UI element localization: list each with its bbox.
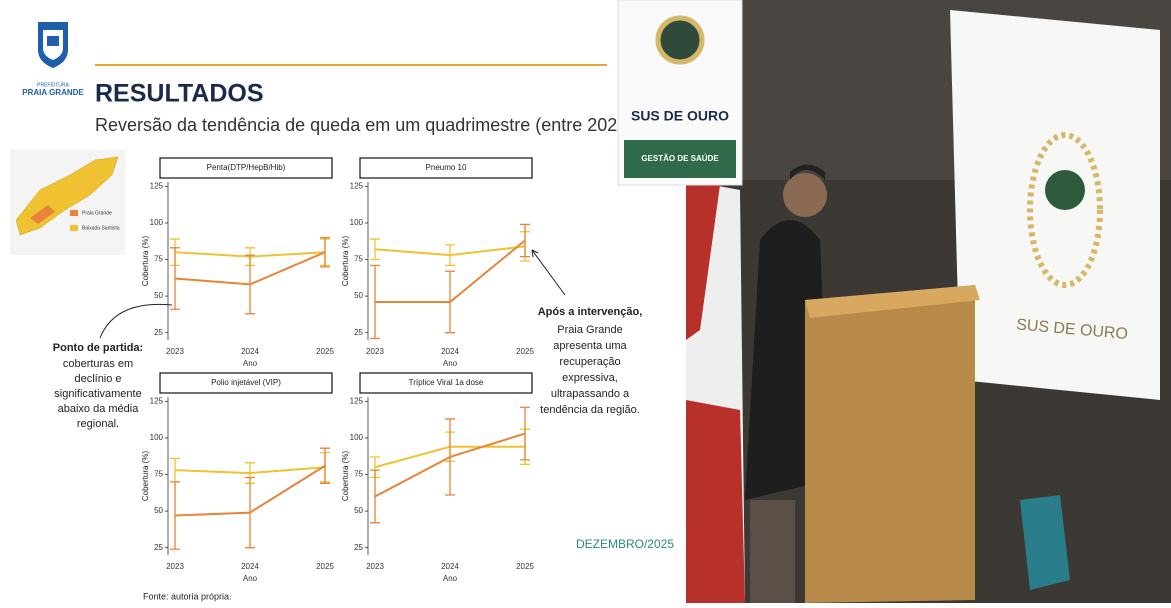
slide [0, 0, 686, 603]
panel-title: Tríplice Viral 1a dose [409, 378, 484, 387]
annotation-line: tendência da região. [540, 404, 640, 416]
x-tick-label: 2025 [516, 562, 534, 571]
strip [359, 372, 533, 394]
y-tick-label: 75 [154, 255, 163, 264]
source: Fonte: autoria própria. [143, 591, 232, 601]
panel-title: Polio injetável (VIP) [211, 378, 281, 387]
error-bar [170, 247, 180, 310]
y-axis-label: Cobertura (%) [141, 451, 150, 502]
y-tick-label: 125 [350, 181, 364, 190]
y-tick-label: 75 [154, 470, 163, 479]
y-tick-label: 50 [354, 506, 363, 515]
y-tick-label: 25 [354, 328, 363, 337]
x-tick-label: 2024 [441, 347, 459, 356]
y-axis-label: Cobertura (%) [341, 236, 350, 287]
x-tick-label: 2023 [366, 347, 384, 356]
series-line [174, 466, 326, 475]
y-axis-label: Cobertura (%) [141, 236, 150, 287]
arrow [99, 303, 173, 339]
x-tick-label: 2024 [441, 562, 459, 571]
logo [38, 22, 68, 68]
panel-title: Pneumo 10 [426, 163, 467, 172]
annotation-line: ultrapassando a [551, 388, 630, 400]
arrow [531, 249, 566, 296]
y-axis-label: Cobertura (%) [341, 451, 350, 502]
legend-swatch [70, 210, 78, 216]
annotation-line: coberturas em [63, 358, 133, 370]
annotation-title: Após a intervenção, [538, 306, 643, 318]
x-axis-label: Ano [243, 359, 258, 368]
title: RESULTADOS [95, 80, 264, 108]
photo [617, 0, 1171, 603]
y-tick-label: 50 [154, 291, 163, 300]
strip [159, 372, 333, 394]
annotation-line: significativamente [54, 388, 141, 400]
legend-label: Baixada Santista [82, 225, 120, 231]
date: DEZEMBRO/2025 [576, 537, 674, 551]
x-axis-label: Ano [443, 574, 458, 583]
error-bar [520, 223, 530, 258]
x-tick-label: 2025 [516, 347, 534, 356]
y-tick-label: 50 [154, 506, 163, 515]
series-line [375, 239, 526, 303]
banner-title: SUS DE OURO [631, 108, 729, 124]
logo-bottom: PRAIA GRANDE [22, 88, 84, 97]
x-axis-label: Ano [443, 359, 458, 368]
annotation-title: Ponto de partida: [53, 342, 143, 354]
banner-footer: GESTÃO DE SAÚDE [641, 154, 719, 163]
legend-swatch [70, 225, 78, 231]
subtitle: Reversão da tendência de queda em um qua… [95, 115, 698, 135]
x-tick-label: 2023 [366, 562, 384, 571]
annotation-line: expressiva, [562, 372, 618, 384]
map [10, 150, 125, 255]
annotation-line: regional. [77, 418, 119, 430]
y-tick-label: 75 [354, 470, 363, 479]
x-axis-label: Ano [243, 574, 258, 583]
y-tick-label: 125 [350, 396, 364, 405]
x-tick-label: 2024 [241, 562, 259, 571]
y-tick-label: 125 [150, 181, 164, 190]
annotation-line: apresenta uma [553, 340, 627, 352]
y-tick-label: 25 [354, 543, 363, 552]
y-tick-label: 25 [154, 328, 163, 337]
strip [159, 157, 333, 179]
x-tick-label: 2023 [166, 562, 184, 571]
panel-title: Penta(DTP/HepB/Hib) [207, 163, 286, 172]
annotation-line: declínio e [74, 373, 121, 385]
series-line [374, 432, 526, 498]
series-line [174, 464, 326, 517]
x-tick-label: 2025 [316, 562, 334, 571]
y-tick-label: 100 [150, 433, 164, 442]
y-tick-label: 100 [350, 433, 364, 442]
series-line [374, 245, 526, 257]
y-tick-label: 25 [154, 543, 163, 552]
annotation-line: Praia Grande [557, 324, 622, 336]
x-tick-label: 2025 [316, 347, 334, 356]
annotation-line: abaixo da média [58, 403, 140, 415]
y-tick-label: 75 [354, 255, 363, 264]
y-tick-label: 50 [354, 291, 363, 300]
annotation-line: recuperação [559, 356, 620, 368]
y-tick-label: 125 [150, 396, 164, 405]
x-tick-label: 2024 [241, 347, 259, 356]
strip [359, 157, 533, 179]
y-tick-label: 100 [150, 218, 164, 227]
legend-label: Praia Grande [82, 210, 112, 216]
logo-top: PREFEITURA [37, 82, 69, 88]
series-line [174, 251, 326, 286]
error-bar [520, 406, 530, 461]
x-tick-label: 2023 [166, 347, 184, 356]
y-tick-label: 100 [350, 218, 364, 227]
error-bar [370, 469, 380, 524]
